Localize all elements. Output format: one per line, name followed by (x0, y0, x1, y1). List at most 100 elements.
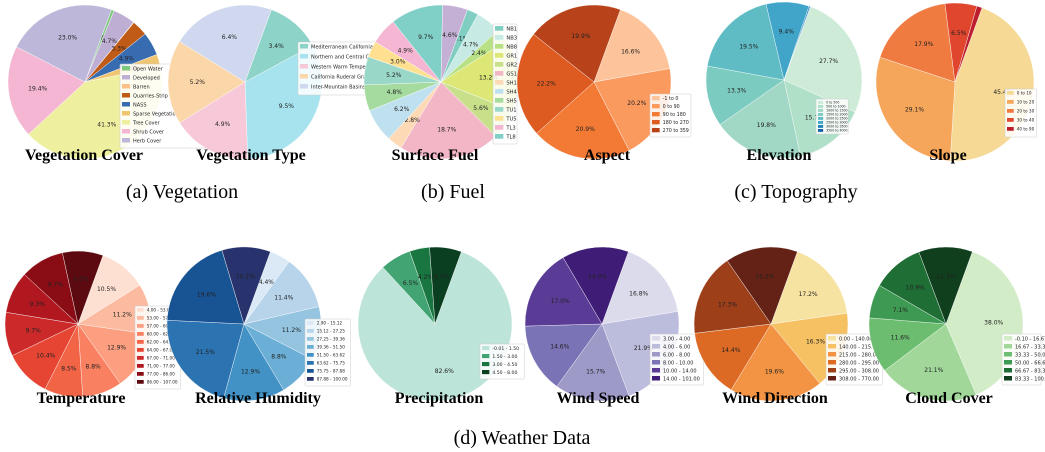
legend-swatch (137, 372, 144, 376)
slice-percent-label: 11.6% (891, 334, 910, 341)
legend-entry: SH4 (506, 89, 517, 95)
caption-topography: (c) Topography (734, 181, 857, 203)
pie-slice (770, 251, 848, 325)
slice-percent-label: 14.0% (588, 274, 607, 281)
slice-percent-label: 7.1% (893, 307, 909, 314)
legend-swatch (828, 376, 836, 381)
pie-slice (533, 4, 621, 83)
legend-swatch (828, 344, 836, 349)
slice-percent-label: 9.7% (26, 328, 42, 335)
legend-box (649, 93, 692, 138)
legend-entry: 53.00 - 57.00 (147, 316, 175, 321)
legend-swatch (818, 105, 824, 108)
chart-legend: 0 to 10 10 to 20 20 to 30 30 to 40 40 to 90 (1004, 88, 1037, 138)
slice-percent-label: 15.2% (755, 274, 774, 281)
legend-entry: 64.00 - 67.00 (147, 348, 175, 353)
pie-slice (400, 81, 496, 160)
slice-percent-label: 21.5% (196, 349, 215, 356)
slice-percent-label: 0.6% (95, 35, 111, 42)
legend-swatch (818, 101, 824, 104)
legend-swatch (828, 352, 836, 357)
slice-percent-label: 18.7% (437, 126, 456, 133)
legend-swatch (307, 377, 314, 381)
legend-swatch (818, 129, 824, 132)
pie-chart: 10.5% 11.2% 12.9% 8.8% 8.5% 10.4% 9.7% 9.3% 9.7%… (4, 250, 181, 407)
pie-slice (693, 260, 772, 334)
legend-swatch (307, 369, 314, 373)
legend-swatch (495, 134, 504, 139)
legend-entry: 77.00 - 86.00 (147, 372, 175, 377)
pie-slice (16, 4, 112, 83)
legend-swatch (482, 346, 490, 351)
chart-legend: -1 to 0 0 to 90 90 to 180 180 to 270 270 to … (649, 93, 692, 138)
legend-entry: 0 to 90 (663, 104, 680, 110)
slice-percent-label: 29.1% (905, 107, 924, 114)
legend-entry: 15.12 - 27.25 (317, 329, 345, 334)
legend-swatch (137, 324, 144, 328)
legend-swatch (307, 321, 314, 325)
slice-percent-label: 19.8% (757, 122, 776, 129)
legend-entry: NB8 (506, 44, 517, 50)
slice-percent-label: 20.9% (576, 126, 595, 133)
slice-percent-label: 10.4% (36, 353, 55, 360)
legend-entry: 3000 to 3500 (826, 125, 847, 129)
slice-percent-label: 4.7% (102, 38, 118, 45)
pie-slice (167, 41, 246, 124)
slice-percent-label: 45.4% (993, 89, 1012, 96)
slice-percent-label: 6.5% (403, 280, 419, 287)
slice-percent-label: 16.6% (621, 48, 640, 55)
slice-percent-label: 4.9% (215, 121, 231, 128)
legend-swatch (652, 360, 660, 365)
legend-swatch (122, 111, 130, 116)
legend-swatch (122, 66, 130, 71)
legend-swatch (122, 129, 130, 134)
legend-swatch (652, 376, 660, 381)
legend-entry: 308.00 - 770.00 (839, 376, 879, 382)
legend-entry: 2500 to 3000 (826, 121, 847, 125)
slice-percent-label: 9.5% (279, 103, 295, 110)
legend-swatch (818, 117, 824, 120)
slice-percent-label: 2.8% (405, 117, 421, 124)
legend-entry: 27.25 - 39.36 (317, 337, 345, 342)
pie-slice (440, 4, 468, 83)
legend-swatch (137, 308, 144, 312)
legend-swatch (495, 35, 504, 40)
legend-entry: 1000 to 1500 (826, 109, 847, 113)
legend-entry: 295.00 - 308.00 (839, 368, 879, 374)
legend-entry: 180 to 270 (663, 120, 689, 126)
slice-percent-label: 19.6% (765, 369, 784, 376)
chart-title: Vegetation Cover (25, 147, 143, 164)
legend-entry: 2.90 - 15.12 (317, 321, 343, 326)
legend-swatch (482, 354, 490, 359)
legend-entry: 280.00 - 295.00 (839, 360, 879, 366)
legend-swatch (122, 120, 130, 125)
slice-percent-label: 11.3% (936, 273, 955, 280)
caption-weather: (d) Weather Data (454, 427, 591, 449)
slice-percent-label: 19.5% (739, 44, 758, 51)
slice-percent-label: 3.0% (390, 59, 406, 66)
pie-slice (719, 79, 801, 159)
legend-swatch (495, 80, 504, 85)
slice-percent-label: 14.6% (550, 343, 569, 350)
legend-entry: 1500 to 2000 (826, 113, 847, 117)
legend-entry: 1.50 - 3.00 (492, 354, 517, 360)
pie-slice (730, 323, 821, 402)
legend-entry: Barren (133, 84, 150, 90)
slice-percent-label: 6.5% (951, 30, 967, 37)
slice-percent-label: 15.7% (805, 115, 824, 122)
slice-percent-label: 10.9% (906, 285, 925, 292)
legend-swatch (137, 332, 144, 336)
legend-swatch (652, 352, 660, 357)
pie-chart: 82.6% 6.5%4.2% 6.7% Precipitation -0.01 - 1.… (357, 246, 525, 407)
pie-slice (62, 250, 104, 325)
legend-swatch (1007, 118, 1014, 122)
slice-percent-label: 2.4% (471, 50, 487, 57)
slice-percent-label: 19.4% (28, 86, 47, 93)
legend-entry: Developed (133, 75, 160, 81)
legend-entry: 67.00 - 71.00 (147, 356, 175, 361)
legend-swatch (828, 360, 836, 365)
legend-entry: 20 to 30 (1017, 109, 1035, 114)
pie-slice (593, 9, 671, 83)
legend-entry: SH1 (506, 80, 517, 86)
